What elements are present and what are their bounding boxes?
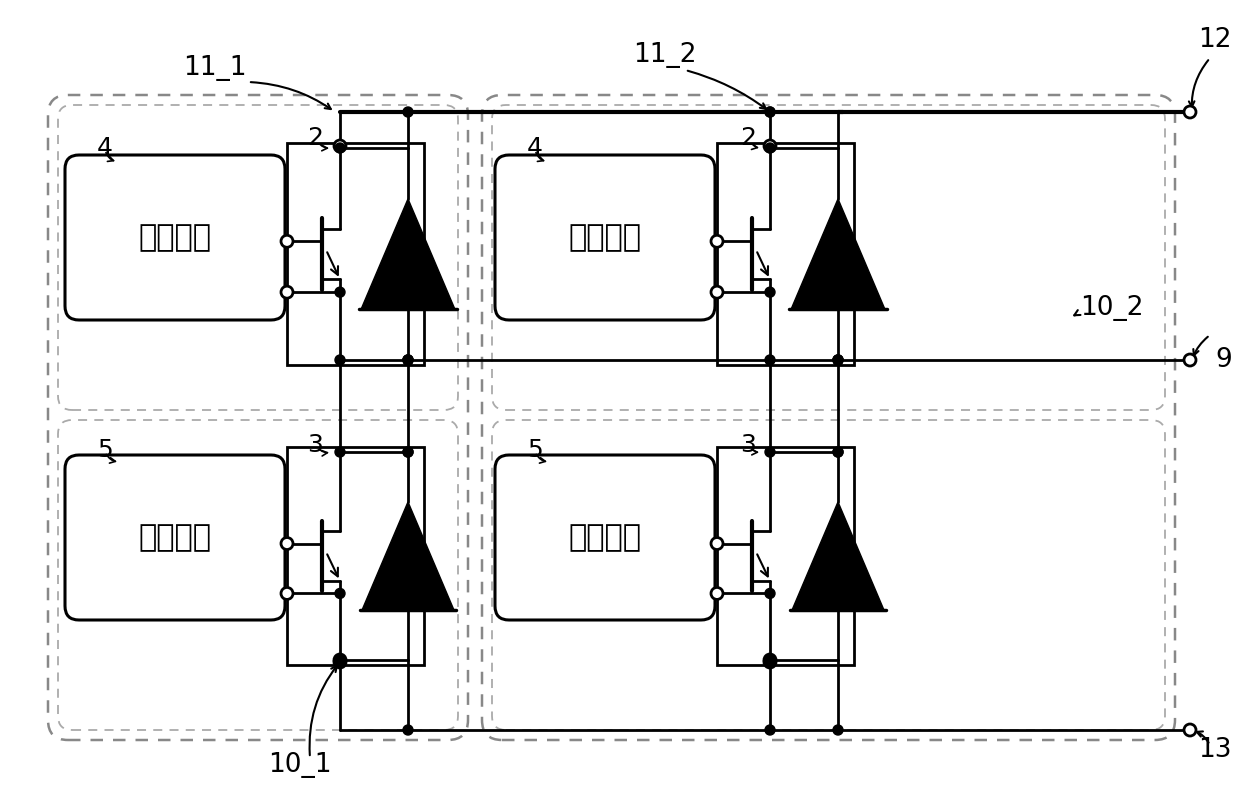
Polygon shape (362, 502, 454, 610)
Circle shape (711, 538, 723, 549)
Text: 10_2: 10_2 (1080, 295, 1143, 321)
Circle shape (335, 447, 345, 457)
Circle shape (833, 447, 843, 457)
Circle shape (335, 287, 345, 297)
Bar (286, 447, 424, 665)
Circle shape (281, 286, 293, 299)
Text: 11_1: 11_1 (184, 55, 247, 81)
Circle shape (833, 447, 843, 457)
Circle shape (403, 355, 413, 365)
Text: 2: 2 (740, 126, 756, 150)
Circle shape (403, 447, 413, 457)
Circle shape (334, 656, 346, 668)
Circle shape (335, 588, 345, 599)
Text: 2: 2 (308, 126, 322, 150)
Text: 10_1: 10_1 (268, 752, 332, 778)
Text: 驱动电路: 驱动电路 (139, 223, 212, 252)
Text: 驱动电路: 驱动电路 (568, 523, 641, 553)
Circle shape (1184, 354, 1197, 366)
Circle shape (765, 447, 775, 457)
Circle shape (403, 355, 413, 365)
Circle shape (833, 355, 843, 365)
Circle shape (335, 143, 345, 153)
Circle shape (765, 355, 775, 365)
Polygon shape (792, 502, 884, 610)
Polygon shape (361, 198, 455, 309)
Circle shape (833, 355, 843, 365)
Bar (717, 143, 854, 365)
Circle shape (1184, 106, 1197, 118)
Text: 3: 3 (740, 433, 756, 457)
Text: 11_2: 11_2 (634, 42, 697, 68)
Circle shape (403, 447, 413, 457)
FancyBboxPatch shape (495, 155, 715, 320)
Text: 13: 13 (1198, 737, 1231, 763)
Text: 12: 12 (1198, 27, 1231, 53)
Circle shape (281, 588, 293, 599)
Circle shape (281, 538, 293, 549)
Circle shape (764, 656, 776, 668)
Circle shape (833, 725, 843, 735)
FancyBboxPatch shape (64, 455, 285, 620)
Circle shape (711, 286, 723, 299)
Circle shape (765, 107, 775, 117)
Circle shape (334, 140, 346, 152)
Circle shape (403, 355, 413, 365)
Circle shape (765, 588, 775, 599)
Text: 4: 4 (527, 136, 543, 160)
Circle shape (711, 588, 723, 599)
Circle shape (403, 107, 413, 117)
Circle shape (1184, 724, 1197, 736)
Circle shape (833, 355, 843, 365)
Circle shape (711, 235, 723, 247)
Bar (717, 447, 854, 665)
Circle shape (765, 725, 775, 735)
Circle shape (335, 655, 345, 665)
Text: 5: 5 (527, 438, 543, 462)
Text: 5: 5 (97, 438, 113, 462)
Circle shape (764, 140, 776, 152)
Polygon shape (791, 198, 885, 309)
Bar (286, 143, 424, 365)
Circle shape (765, 143, 775, 153)
Circle shape (765, 287, 775, 297)
Circle shape (335, 355, 345, 365)
Text: 驱动电路: 驱动电路 (139, 523, 212, 553)
Circle shape (765, 655, 775, 665)
FancyBboxPatch shape (495, 455, 715, 620)
Text: 4: 4 (97, 136, 113, 160)
Circle shape (281, 235, 293, 247)
Text: 3: 3 (308, 433, 322, 457)
Circle shape (334, 654, 346, 666)
FancyBboxPatch shape (64, 155, 285, 320)
Text: 驱动电路: 驱动电路 (568, 223, 641, 252)
Text: 9: 9 (1215, 347, 1231, 373)
Circle shape (765, 107, 775, 117)
Circle shape (403, 725, 413, 735)
Circle shape (764, 654, 776, 666)
